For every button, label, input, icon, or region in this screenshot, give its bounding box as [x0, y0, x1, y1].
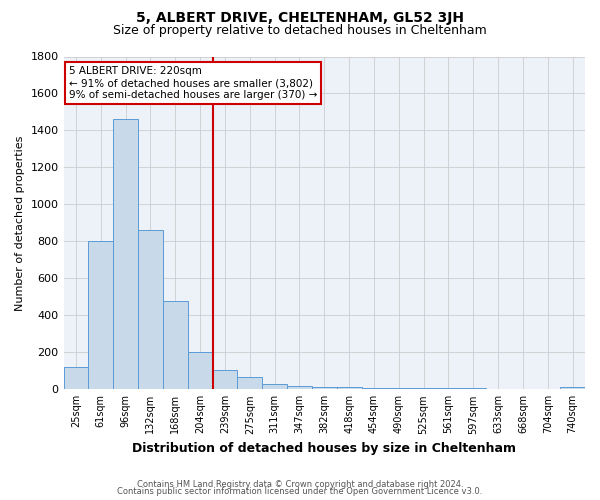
- Bar: [312, 386, 337, 390]
- Y-axis label: Number of detached properties: Number of detached properties: [15, 135, 25, 310]
- Bar: [485, 388, 511, 390]
- Bar: [436, 388, 461, 390]
- Text: Contains public sector information licensed under the Open Government Licence v3: Contains public sector information licen…: [118, 488, 482, 496]
- Text: Contains HM Land Registry data © Crown copyright and database right 2024.: Contains HM Land Registry data © Crown c…: [137, 480, 463, 489]
- Bar: [88, 242, 113, 390]
- Bar: [212, 370, 238, 390]
- Text: Size of property relative to detached houses in Cheltenham: Size of property relative to detached ho…: [113, 24, 487, 37]
- Bar: [461, 388, 485, 390]
- X-axis label: Distribution of detached houses by size in Cheltenham: Distribution of detached houses by size …: [132, 442, 516, 455]
- Bar: [138, 230, 163, 390]
- Bar: [64, 367, 88, 390]
- Bar: [411, 388, 436, 390]
- Bar: [287, 386, 312, 390]
- Bar: [163, 300, 188, 390]
- Text: 5, ALBERT DRIVE, CHELTENHAM, GL52 3JH: 5, ALBERT DRIVE, CHELTENHAM, GL52 3JH: [136, 11, 464, 25]
- Bar: [560, 388, 585, 390]
- Bar: [337, 388, 362, 390]
- Bar: [238, 378, 262, 390]
- Text: 5 ALBERT DRIVE: 220sqm
← 91% of detached houses are smaller (3,802)
9% of semi-d: 5 ALBERT DRIVE: 220sqm ← 91% of detached…: [69, 66, 317, 100]
- Bar: [262, 384, 287, 390]
- Bar: [113, 120, 138, 390]
- Bar: [188, 352, 212, 390]
- Bar: [386, 388, 411, 390]
- Bar: [362, 388, 386, 390]
